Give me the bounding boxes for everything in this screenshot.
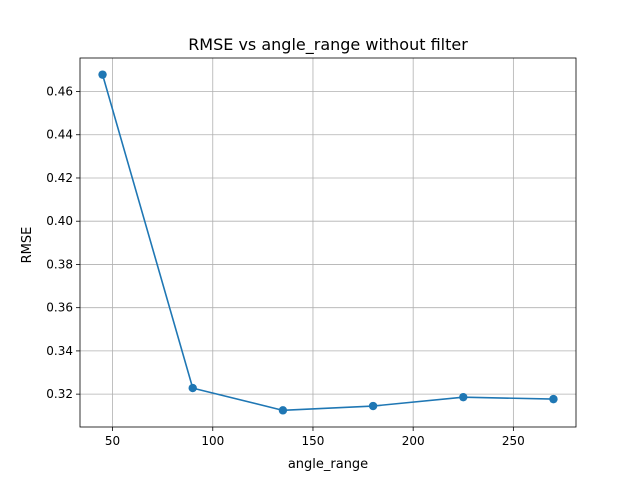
y-tick-label: 0.46 [46,85,73,99]
y-tick-label: 0.32 [46,387,73,401]
plot-frame [79,57,577,428]
x-tick-label: 50 [105,434,120,448]
x-axis-label: angle_range [288,457,368,472]
data-point [98,70,107,79]
y-tick-label: 0.34 [46,344,73,358]
y-tick-label: 0.44 [46,128,73,142]
y-tick-label: 0.36 [46,301,73,315]
y-tick-label: 0.42 [46,171,73,185]
data-point [549,394,558,404]
series-line [101,74,554,412]
y-tick-label: 0.38 [46,257,73,271]
grid-lines [80,58,576,427]
chart-title: RMSE vs angle_range without filter [188,35,468,55]
data-point [278,406,288,415]
series-layer [98,70,558,415]
x-tick-label: 250 [502,434,525,448]
x-tick-label: 200 [402,434,425,448]
data-point [188,383,197,393]
data-point [459,392,468,402]
x-tick-label: 100 [201,434,224,448]
axis-ticks: 50 100 150 200 250 0.32 0.34 0.36 0.38 0.40 0.42 0.… [46,85,525,448]
y-axis-label: RMSE [20,227,35,264]
x-tick-label: 150 [302,434,325,448]
y-tick-label: 0.40 [46,214,73,228]
data-point [368,401,378,411]
